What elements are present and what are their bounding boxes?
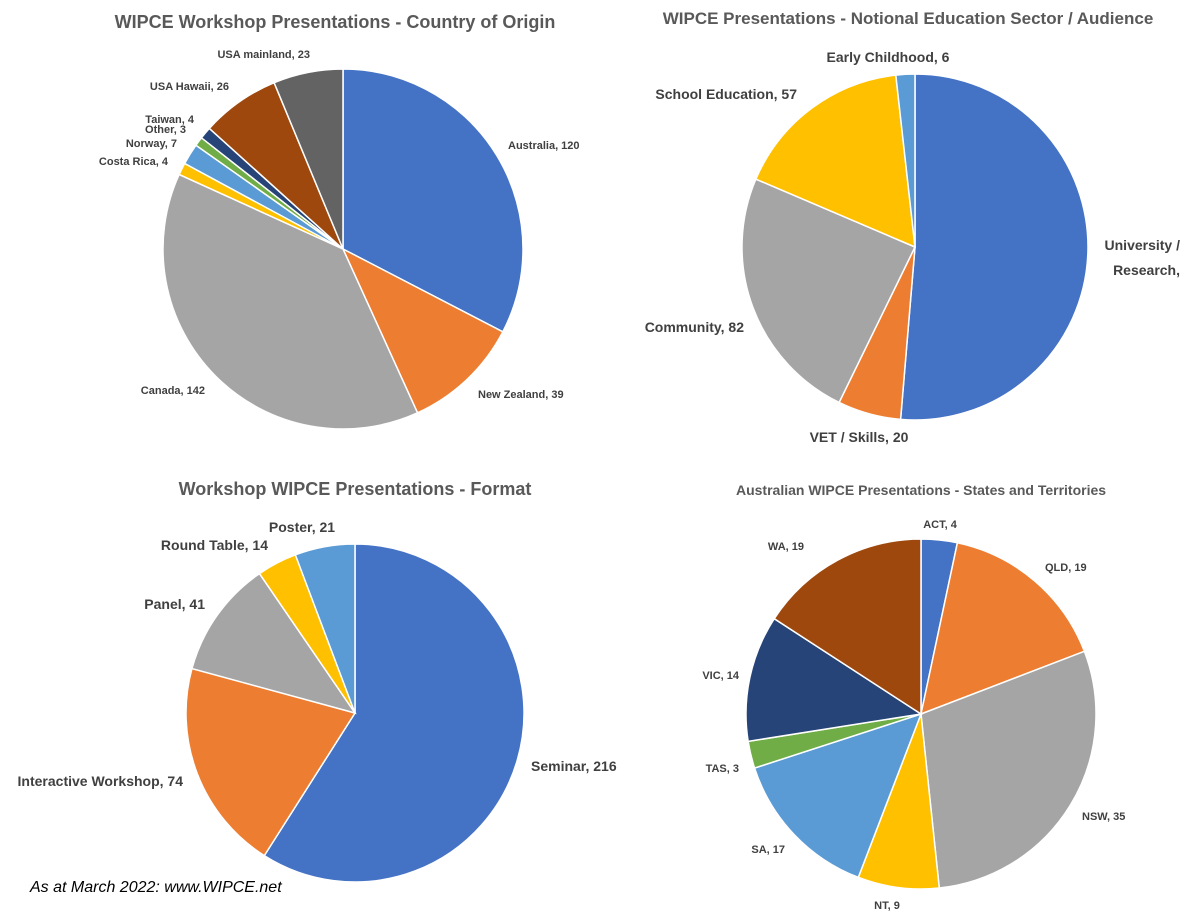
slice-label-early-childhood: Early Childhood, 6 (827, 49, 950, 65)
slice-label-poster: Poster, 21 (269, 519, 335, 535)
source-note: As at March 2022: www.WIPCE.net (30, 879, 282, 896)
pie-slice-university-research (899, 73, 1089, 421)
slice-label-norway: Norway, 7 (126, 138, 177, 150)
pie-chart-states-territories: Australian WIPCE Presentations - States … (702, 482, 1125, 912)
pie-slice-canada (162, 173, 419, 430)
pie-slice-nsw (920, 650, 1097, 889)
slice-label-australia: Australia, 120 (508, 140, 580, 152)
pie-slice-seminar (263, 543, 525, 883)
pie-slice-wa (773, 538, 922, 716)
pie-slice-qld (919, 541, 1086, 716)
chart-title: WIPCE Presentations - Notional Education… (663, 9, 1154, 28)
slice-label-interactive-workshop: Interactive Workshop, 74 (18, 773, 184, 789)
pie-slice-community (741, 178, 917, 404)
slice-label-new-zealand: New Zealand, 39 (478, 389, 564, 401)
pie-slice-vic (745, 617, 924, 743)
pie-chart-country-of-origin: WIPCE Workshop Presentations - Country o… (99, 12, 580, 430)
slice-label-nsw: NSW, 35 (1082, 811, 1125, 823)
slice-label-act: ACT, 4 (923, 519, 958, 531)
pie-slice-interactive-workshop (185, 667, 357, 857)
slice-label-panel: Panel, 41 (144, 596, 205, 612)
slice-label-tas: TAS, 3 (706, 763, 739, 775)
slice-label-canada: Canada, 142 (141, 385, 205, 397)
slice-label-vic: VIC, 14 (702, 670, 740, 682)
slice-label-costa-rica: Costa Rica, 4 (99, 156, 169, 168)
slice-label-usa-hawaii: USA Hawaii, 26 (150, 81, 229, 93)
slice-label-sa: SA, 17 (751, 844, 785, 856)
slice-label-community: Community, 82 (645, 319, 745, 335)
slice-label-other: Other, 3 (145, 124, 186, 136)
slice-label-seminar: Seminar, 216 (531, 758, 617, 774)
slice-label-nt: NT, 9 (874, 900, 900, 912)
slice-label-round-table: Round Table, 14 (161, 537, 268, 553)
chart-title: WIPCE Workshop Presentations - Country o… (115, 12, 556, 32)
slice-label-qld: QLD, 19 (1045, 562, 1087, 574)
slice-label-taiwan: Taiwan, 4 (145, 114, 195, 126)
pie-chart-format: Workshop WIPCE Presentations - Format Sem… (18, 479, 617, 883)
pie-slice-panel (191, 572, 357, 715)
pie-slice-early-childhood (894, 73, 916, 248)
pie-slice-usa-mainland (273, 68, 344, 250)
chart-title: Workshop WIPCE Presentations - Format (179, 479, 532, 499)
pie-slice-australia (342, 68, 524, 333)
chart-title: Australian WIPCE Presentations - States … (736, 482, 1106, 498)
pie-slice-new-zealand (341, 247, 504, 414)
slice-label-school-education: School Education, 57 (655, 86, 797, 102)
slice-label-wa: WA, 19 (768, 541, 804, 553)
slice-label-university-research: University / Research, (1105, 237, 1181, 278)
pie-slice-poster (294, 543, 356, 714)
pie-chart-education-sector: WIPCE Presentations - Notional Education… (645, 9, 1180, 445)
slice-label-usa-mainland: USA mainland, 23 (217, 49, 310, 61)
slice-label-vet-skills: VET / Skills, 20 (810, 429, 909, 445)
pie-slice-school-education (754, 74, 916, 249)
